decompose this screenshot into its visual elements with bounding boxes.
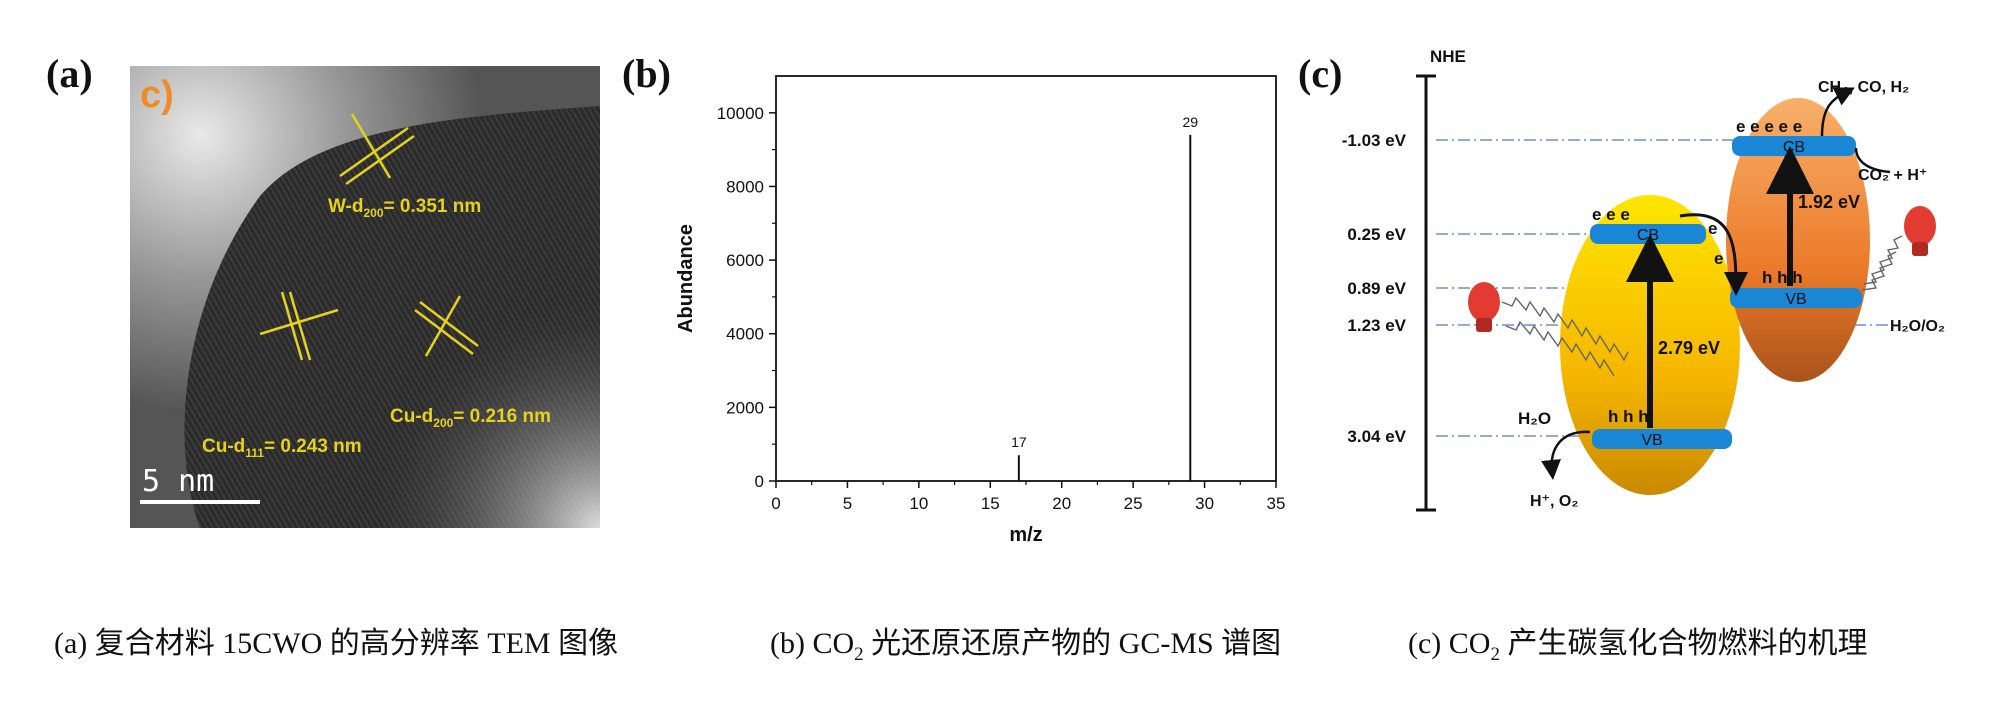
lightbulb-left-icon [1468,282,1500,332]
oxidation-products: H⁺, O₂ [1530,493,1578,510]
x-tick-label: 35 [1267,494,1286,513]
x-axis-label: m/z [1009,524,1042,546]
y-tick-label: 2000 [726,398,764,417]
transfer-electron-2: e [1714,249,1723,268]
right-semiconductor [1726,98,1870,382]
caption-b: (b) CO2 光还原还原产物的 GC-MS 谱图 [770,627,1282,665]
left-holes: h h h [1608,407,1649,426]
cu-d200-label: Cu-d200= 0.216 nm [390,406,551,430]
left-vb-label: VB [1641,432,1662,449]
y-tick-label: 4000 [726,325,764,344]
level-label: 3.04 eV [1347,427,1406,446]
caption-c: (c) CO2 产生碳氢化合物燃料的机理 [1408,627,1868,665]
level-label: -1.03 eV [1342,131,1407,150]
left-gap-label: 2.79 eV [1658,338,1720,358]
tem-texture [130,66,600,528]
scale-bar [140,500,260,504]
level-label: 0.25 eV [1347,225,1406,244]
panel-c-letter: (c) [1298,51,1343,96]
scale-bar-label: 5 nm [142,464,215,499]
left-electrons: e e e [1592,205,1630,224]
x-tick-label: 25 [1124,494,1143,513]
y-tick-label: 0 [755,472,764,491]
nhe-label: NHE [1430,47,1466,66]
right-cb-label: CB [1783,139,1805,156]
right-holes: h h h [1762,268,1803,287]
reactants-label: CO₂ + H⁺ [1858,167,1927,184]
level-label: 1.23 eV [1347,316,1406,335]
reactant-arrow [1854,147,1891,174]
x-tick-label: 30 [1195,494,1214,513]
tem-inset-letter: c) [140,74,174,116]
x-tick-label: 20 [1052,494,1071,513]
peak-label: 29 [1182,114,1198,130]
gc-ms-chart: 0 5 10 15 20 25 30 35 0 2000 4000 6000 8000 10000 m/z A… [675,75,1286,546]
x-tick-label: 5 [843,494,852,513]
reduction-products: CH₄, CO, H₂ [1818,79,1909,96]
right-gap-label: 1.92 eV [1798,192,1860,212]
x-tick-label: 15 [981,494,1000,513]
y-axis-label: Abundance [675,224,697,333]
y-tick-label: 8000 [726,177,764,196]
transfer-electron-1: e [1708,219,1717,238]
caption-a: (a) 复合材料 15CWO 的高分辨率 TEM 图像 [54,627,619,660]
water-label: H₂O [1518,409,1551,428]
x-tick-label: 0 [771,494,780,513]
right-vb-label: VB [1785,291,1806,308]
peak-label: 17 [1011,434,1027,450]
plot-frame [775,75,1277,482]
electron-transfer-arrow [1679,213,1748,296]
cu-d111-label: Cu-d111= 0.243 nm [202,436,362,460]
level-label: 0.89 eV [1347,279,1406,298]
oxidation-arrow [1541,430,1591,480]
x-tick-label: 10 [909,494,928,513]
tem-image: c) W-d200= 0.351 nm Cu-d111= 0.243 nm Cu… [130,66,600,528]
y-tick-label: 10000 [717,104,764,123]
w-d200-label: W-d200= 0.351 nm [328,196,482,220]
reduction-arrow [1820,87,1855,137]
left-cb-label: CB [1637,227,1659,244]
redox-couple-label: H₂O/O₂ [1890,318,1945,335]
left-vb-band [1592,429,1732,449]
panel-b-letter: (b) [622,51,671,96]
light-rays [1501,235,1903,377]
panel-a-letter: (a) [46,51,93,96]
right-vb-band [1730,288,1862,308]
band-diagram: NHE -1.03 eV 0.25 eV 0.89 eV 1.23 eV 3.0… [1342,47,1945,512]
lightbulb-right-icon [1904,206,1936,256]
y-tick-label: 6000 [726,251,764,270]
right-electrons: e e e e e [1736,117,1802,136]
